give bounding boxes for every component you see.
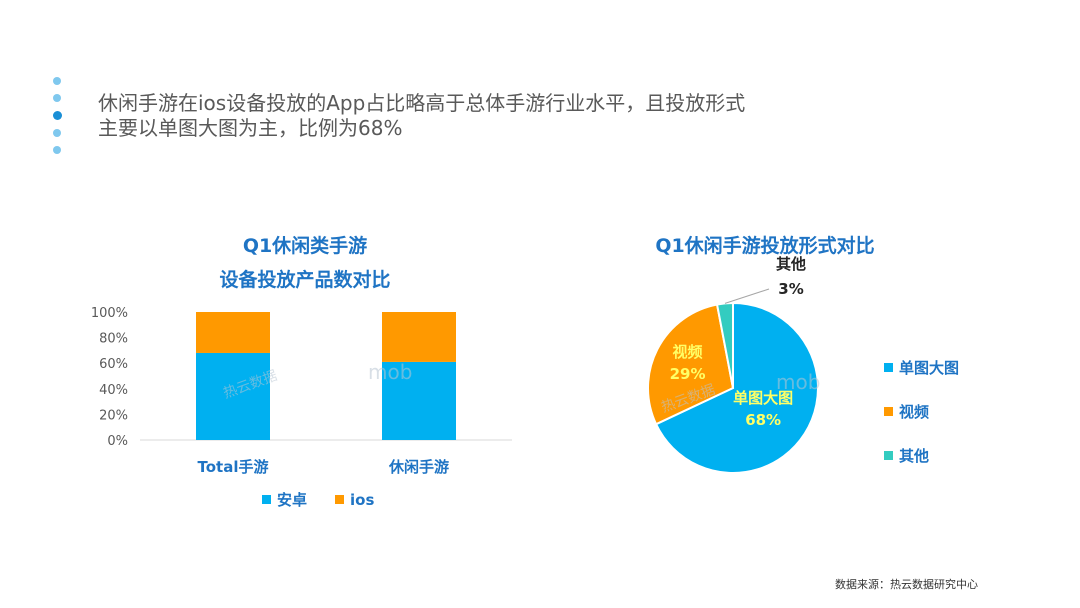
bar-legend: 安卓 ios (262, 489, 374, 510)
legend-item: 安卓 (262, 489, 307, 510)
page-dot (53, 146, 61, 154)
page-dot (53, 94, 61, 102)
pagination-dots (53, 77, 65, 163)
legend-label: ios (350, 490, 375, 509)
pie-legend: 单图大图 视频 其他 (884, 345, 959, 477)
legend-item: ios (335, 489, 374, 510)
headline-line-2: 主要以单图大图为主，比例为68% (98, 116, 403, 140)
x-category-label: Total手游 (198, 458, 269, 476)
bar-segment-ios (382, 312, 456, 362)
bar-segment-安卓 (382, 361, 456, 440)
y-tick-label: 0% (107, 434, 128, 449)
pie-leader-line (724, 288, 770, 304)
legend-swatch (884, 406, 893, 416)
y-tick-label: 60% (99, 357, 128, 372)
legend-label: 其他 (899, 446, 930, 465)
pie-label-name: 其他 (776, 255, 806, 273)
pie-label-value: 68% (745, 411, 781, 429)
page-dot (53, 77, 61, 85)
y-tick-label: 20% (99, 408, 128, 423)
bar-segment-ios (196, 312, 270, 353)
pie-slice-视频 (647, 303, 735, 426)
pie-label-name: 视频 (673, 343, 703, 361)
legend-swatch (262, 495, 271, 504)
bar-chart-title-line-1: Q1休闲类手游 (242, 235, 368, 257)
legend-label: 安卓 (277, 491, 308, 509)
headline-line-1: 休闲手游在ios设备投放的App占比略高于总体手游行业水平，且投放形式 (98, 91, 746, 115)
x-category-label: 休闲手游 (388, 458, 449, 476)
legend-swatch (884, 362, 893, 372)
legend-swatch (335, 495, 345, 504)
pie-label-value: 29% (670, 365, 706, 383)
bar-chart-title-line-2: 设备投放产品数对比 (219, 269, 391, 291)
legend-label: 视频 (899, 402, 930, 421)
y-tick-label: 40% (99, 383, 128, 398)
legend-swatch (884, 450, 893, 460)
source-note: 数据来源：热云数据研究中心 (835, 578, 978, 591)
pie-label-value: 3% (778, 280, 803, 298)
pie-chart-title: Q1休闲手游投放形式对比 (655, 235, 875, 257)
pie-slice-单图大图 (654, 301, 819, 474)
legend-item: 单图大图 (884, 345, 959, 389)
y-tick-label: 80% (99, 332, 128, 347)
legend-item: 其他 (884, 433, 959, 477)
page-dot-active (53, 111, 62, 120)
bar-chart-title: Q1休闲类手游 设备投放产品数对比 (180, 229, 430, 297)
headline: 休闲手游在ios设备投放的App占比略高于总体手游行业水平，且投放形式 主要以单… (98, 91, 858, 141)
y-tick-label: 100% (91, 306, 128, 321)
legend-label: 单图大图 (899, 358, 960, 377)
legend-item: 视频 (884, 389, 959, 433)
pie-label-name: 单图大图 (733, 389, 793, 407)
bar-segment-安卓 (196, 352, 270, 440)
page-dot (53, 129, 61, 137)
